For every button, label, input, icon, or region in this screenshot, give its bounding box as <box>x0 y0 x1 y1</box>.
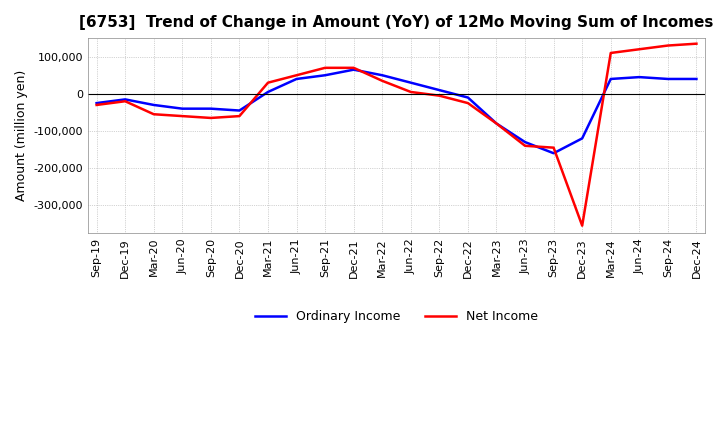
Net Income <box>321 65 330 70</box>
Net Income <box>521 143 529 148</box>
Net Income <box>150 112 158 117</box>
Ordinary Income <box>692 76 701 81</box>
Legend: Ordinary Income, Net Income: Ordinary Income, Net Income <box>250 305 544 328</box>
Ordinary Income <box>121 97 130 102</box>
Ordinary Income <box>92 100 101 106</box>
Y-axis label: Amount (million yen): Amount (million yen) <box>15 70 28 201</box>
Ordinary Income <box>207 106 215 111</box>
Net Income <box>606 50 615 55</box>
Ordinary Income <box>321 73 330 78</box>
Ordinary Income <box>292 76 301 81</box>
Ordinary Income <box>578 136 587 141</box>
Ordinary Income <box>606 76 615 81</box>
Ordinary Income <box>521 139 529 145</box>
Net Income <box>349 65 358 70</box>
Ordinary Income <box>178 106 186 111</box>
Net Income <box>435 93 444 98</box>
Title: [6753]  Trend of Change in Amount (YoY) of 12Mo Moving Sum of Incomes: [6753] Trend of Change in Amount (YoY) o… <box>79 15 714 30</box>
Ordinary Income <box>435 88 444 93</box>
Ordinary Income <box>549 150 558 156</box>
Net Income <box>578 223 587 228</box>
Net Income <box>292 73 301 78</box>
Net Income <box>264 80 272 85</box>
Ordinary Income <box>264 89 272 95</box>
Ordinary Income <box>492 121 501 126</box>
Net Income <box>464 100 472 106</box>
Ordinary Income <box>407 80 415 85</box>
Ordinary Income <box>349 67 358 72</box>
Ordinary Income <box>378 73 387 78</box>
Net Income <box>692 41 701 46</box>
Net Income <box>635 47 644 52</box>
Net Income <box>378 78 387 84</box>
Net Income <box>664 43 672 48</box>
Net Income <box>178 114 186 119</box>
Line: Net Income: Net Income <box>96 44 696 226</box>
Net Income <box>235 114 244 119</box>
Net Income <box>92 103 101 108</box>
Net Income <box>207 115 215 121</box>
Line: Ordinary Income: Ordinary Income <box>96 70 696 153</box>
Net Income <box>492 121 501 126</box>
Net Income <box>549 145 558 150</box>
Net Income <box>407 89 415 95</box>
Ordinary Income <box>664 76 672 81</box>
Ordinary Income <box>150 103 158 108</box>
Ordinary Income <box>635 74 644 80</box>
Ordinary Income <box>235 108 244 113</box>
Net Income <box>121 99 130 104</box>
Ordinary Income <box>464 95 472 100</box>
